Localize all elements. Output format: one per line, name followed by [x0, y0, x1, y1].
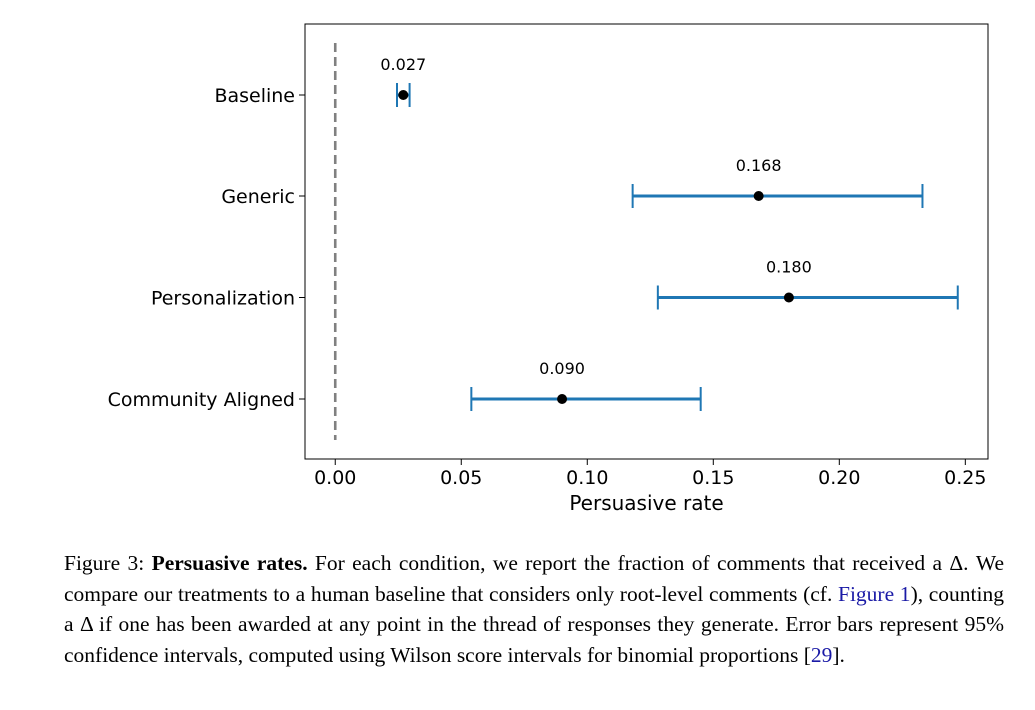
errorbar-chart: 0.00 0.05 0.10 0.15 0.20 0.25 Persuasive rate B… — [108, 23, 989, 515]
data-point — [557, 394, 568, 404]
x-tick-label: 0.25 — [944, 467, 986, 489]
y-tick-label: Baseline — [214, 85, 295, 107]
caption-text-2: ), counting a Δ if one has been awarded … — [64, 581, 1005, 667]
data-label: 0.027 — [380, 55, 426, 74]
data-label: 0.168 — [736, 156, 782, 175]
caption-title: Persuasive rates. — [151, 551, 308, 575]
caption-figure-label: Figure 3: — [64, 551, 152, 575]
data-label: 0.180 — [766, 258, 812, 277]
x-tick-label: 0.15 — [692, 467, 734, 489]
y-tick-label: Generic — [221, 186, 295, 208]
caption-text-3: ]. — [832, 642, 845, 667]
figure-caption: Figure 3: Persuasive rates. For each con… — [64, 548, 1004, 670]
x-tick-label: 0.10 — [566, 467, 608, 489]
x-axis-label: Persuasive rate — [569, 491, 723, 515]
data-point — [398, 90, 409, 100]
x-tick-label: 0.05 — [440, 467, 482, 489]
y-tick-label: Personalization — [151, 288, 295, 310]
plot-frame — [304, 23, 989, 460]
data-point — [783, 292, 794, 303]
y-tick-label: Community Aligned — [108, 389, 295, 411]
caption-text-1: For each condition, we report the fracti… — [64, 551, 1004, 606]
caption-figure-link[interactable]: Figure 1 — [838, 581, 911, 606]
caption-citation-link[interactable]: 29 — [810, 642, 833, 667]
data-point — [753, 191, 764, 201]
x-tick-label: 0.00 — [314, 467, 356, 489]
data-label: 0.090 — [539, 359, 585, 378]
x-tick-label: 0.20 — [818, 467, 860, 489]
